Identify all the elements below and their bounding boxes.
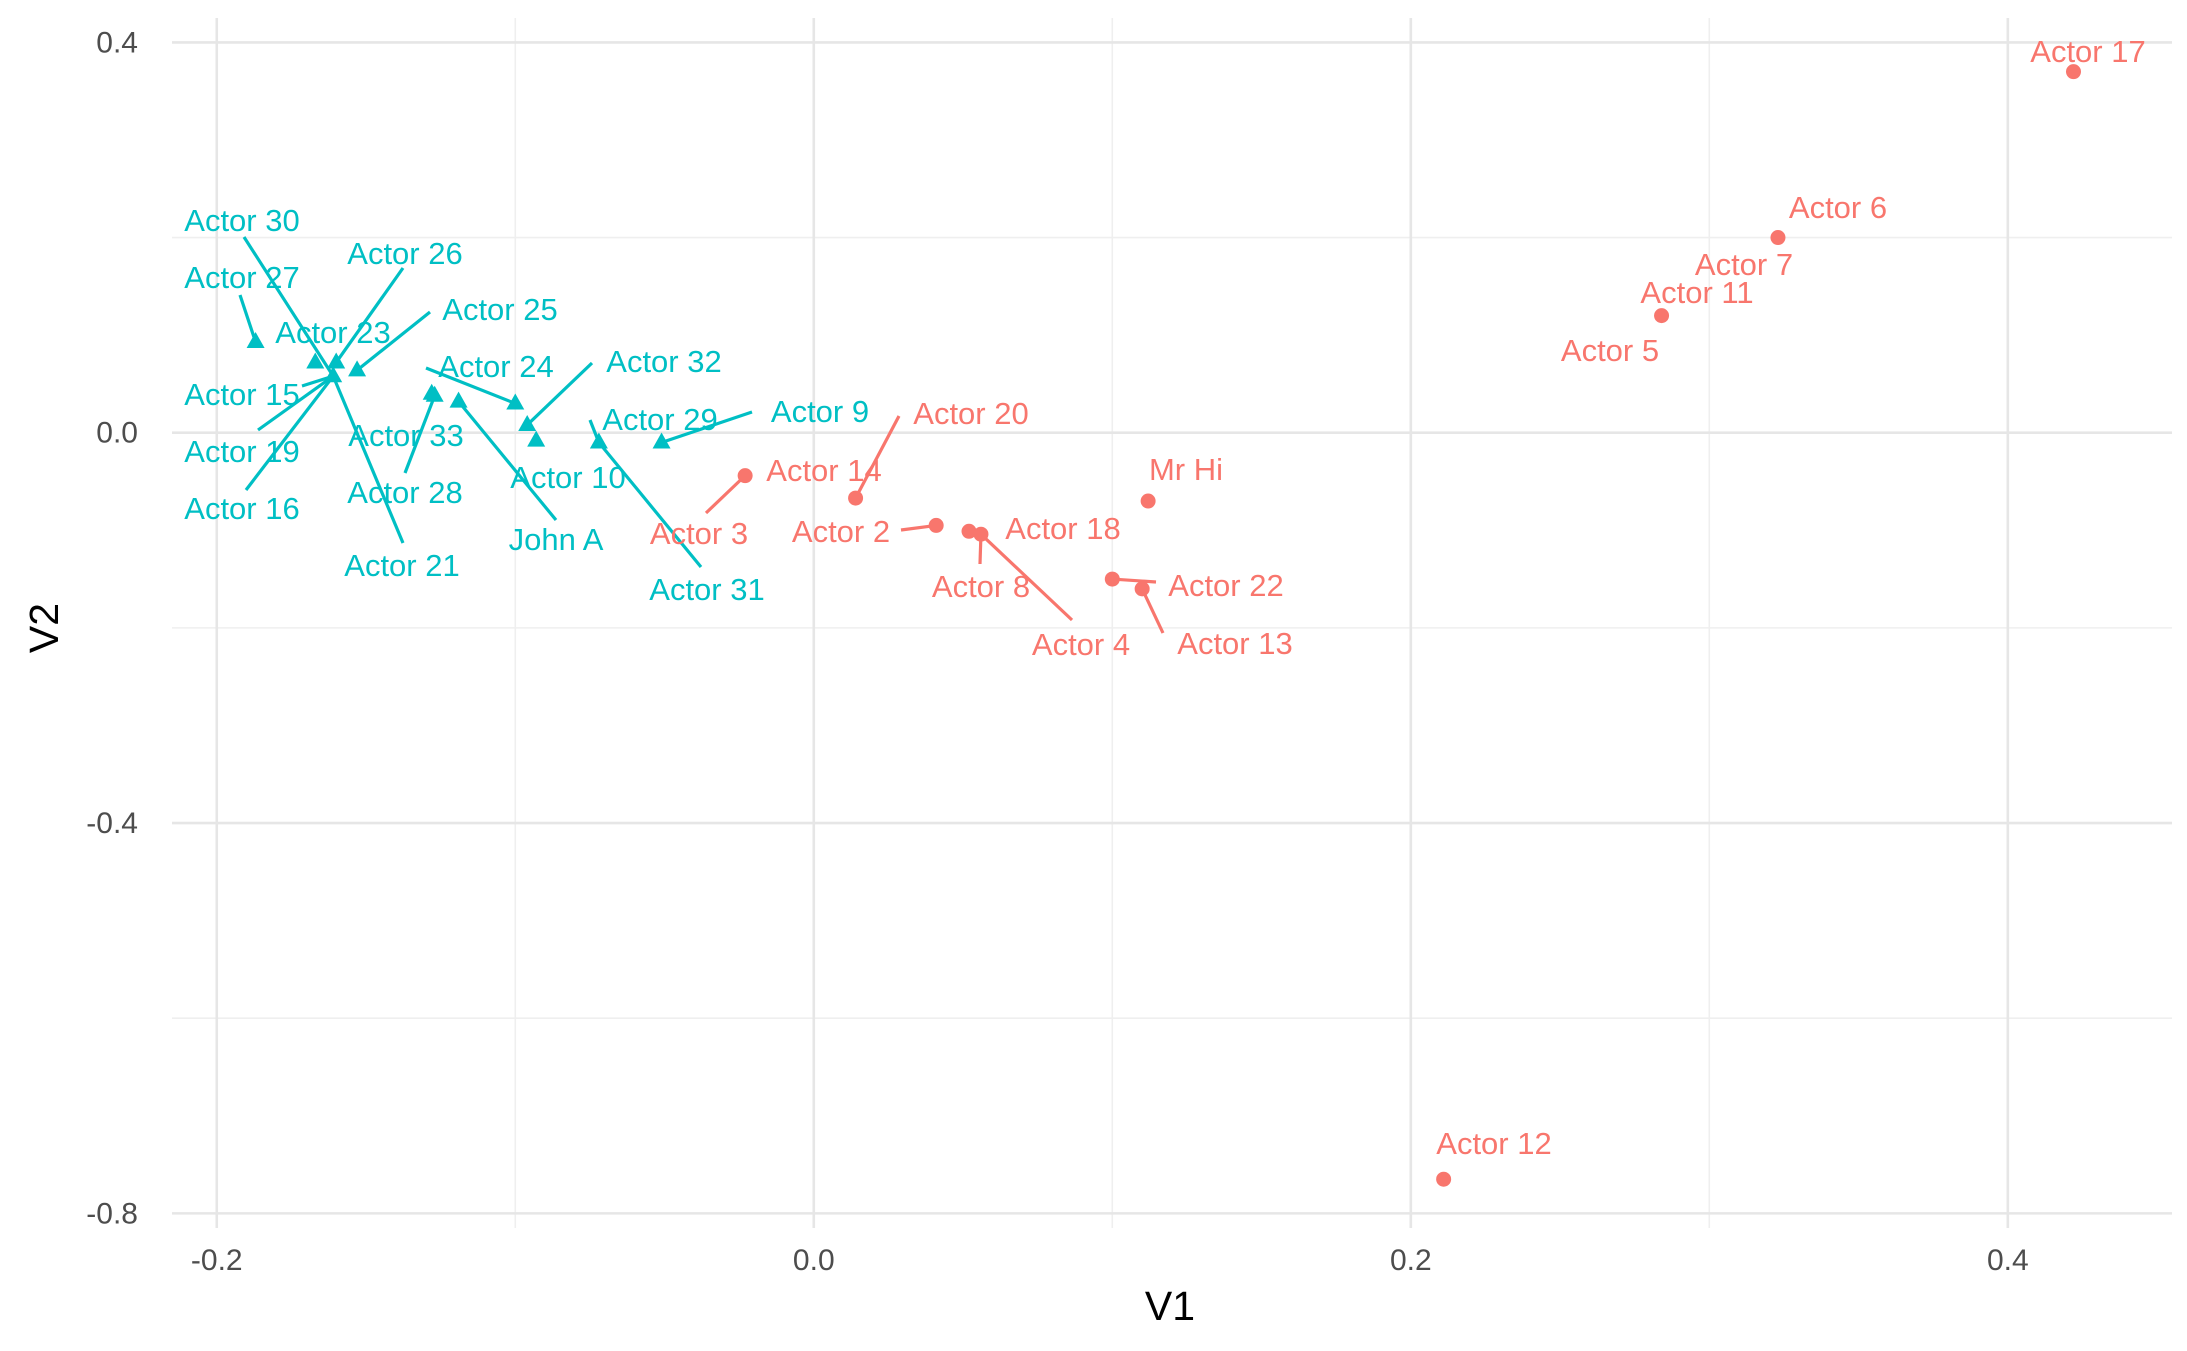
data-label: Actor 18 (1005, 511, 1120, 546)
data-label: Actor 17 (2030, 34, 2145, 69)
data-point (928, 517, 944, 533)
data-point (589, 432, 608, 449)
data-label: Actor 15 (184, 377, 299, 412)
data-point (652, 432, 671, 449)
x-tick-label: -0.2 (191, 1244, 243, 1277)
data-point (973, 526, 989, 542)
leader-line (356, 310, 431, 372)
data-label: Actor 31 (649, 572, 764, 607)
data-point (1104, 571, 1120, 587)
data-point (306, 352, 325, 369)
data-points (246, 64, 2081, 1187)
data-point (449, 391, 468, 408)
data-label: Actor 24 (438, 349, 553, 384)
leader-line (334, 267, 405, 364)
data-label: Actor 6 (1789, 190, 1887, 225)
leader-line (854, 415, 901, 499)
data-label: Mr Hi (1149, 452, 1223, 487)
data-label: Actor 12 (1436, 1126, 1551, 1161)
data-point (848, 490, 864, 506)
data-label: Actor 10 (510, 460, 625, 495)
leader-line (979, 533, 1074, 622)
data-label: Actor 26 (347, 236, 462, 271)
label-leader-lines (238, 236, 1165, 634)
data-label: Actor 28 (347, 475, 462, 510)
x-tick-label: 0.2 (1390, 1244, 1432, 1277)
leader-line (526, 361, 594, 427)
data-point (1140, 493, 1156, 509)
x-tick-label: 0.4 (1987, 1244, 2029, 1277)
y-tick-label: -0.4 (86, 807, 138, 840)
y-tick-label: -0.8 (86, 1197, 138, 1230)
data-label: Actor 19 (184, 434, 299, 469)
y-axis-title: V2 (21, 603, 67, 653)
data-label: Actor 5 (1561, 333, 1659, 368)
leader-line (457, 400, 558, 522)
data-point (737, 468, 753, 484)
y-tick-label: 0.4 (96, 26, 138, 59)
data-point (327, 352, 346, 369)
leader-line (403, 395, 437, 474)
leader-line (1140, 588, 1165, 634)
data-point (527, 430, 546, 447)
data-point (348, 360, 367, 377)
data-label: Actor 3 (650, 516, 748, 551)
data-point (1654, 308, 1670, 324)
leader-line (238, 294, 258, 343)
data-label: Actor 33 (348, 418, 463, 453)
data-point (518, 414, 537, 431)
leader-line (661, 410, 753, 444)
data-point (961, 523, 977, 539)
data-label: Actor 7 (1695, 247, 1793, 282)
data-label: Actor 20 (913, 396, 1028, 431)
data-point (324, 366, 343, 383)
leader-line (425, 366, 516, 405)
x-axis-title: V1 (1145, 1283, 1195, 1329)
data-label: Actor 16 (184, 491, 299, 526)
data-label: Actor 11 (1640, 275, 1753, 310)
axis-ticks: -0.2 0.0 0.2 0.4 0.4 0.0 -0.4 -0.8 (86, 26, 2028, 1277)
y-tick-label: 0.0 (96, 417, 138, 450)
x-tick-label: 0.0 (793, 1244, 835, 1277)
data-label: Actor 14 (766, 453, 881, 488)
data-label: Actor 4 (1032, 627, 1130, 662)
data-label: Actor 13 (1177, 626, 1292, 661)
data-label: Actor 23 (275, 315, 390, 350)
data-label: Actor 27 (184, 260, 299, 295)
data-label: Actor 32 (606, 344, 721, 379)
data-point (506, 393, 525, 410)
data-label: Actor 8 (932, 569, 1030, 604)
grid (172, 18, 2172, 1228)
data-point (1770, 230, 1786, 246)
data-point (1134, 581, 1150, 597)
data-label: Actor 25 (442, 292, 557, 327)
leader-line (597, 441, 703, 569)
leader-line (244, 375, 335, 491)
data-label: Actor 21 (344, 548, 459, 583)
data-label: Actor 29 (602, 402, 717, 437)
leader-line (257, 374, 335, 432)
data-label: Actor 9 (771, 394, 869, 429)
leader-line (704, 474, 747, 515)
data-point (2065, 64, 2081, 80)
data-label: Actor 22 (1168, 568, 1283, 603)
data-label: John A (509, 522, 604, 557)
data-point (246, 332, 265, 349)
leader-line (242, 236, 335, 377)
data-label: Actor 30 (184, 203, 299, 238)
data-point (425, 385, 444, 402)
leader-line (331, 375, 405, 544)
data-point (1436, 1171, 1452, 1187)
data-label: Actor 2 (792, 514, 890, 549)
